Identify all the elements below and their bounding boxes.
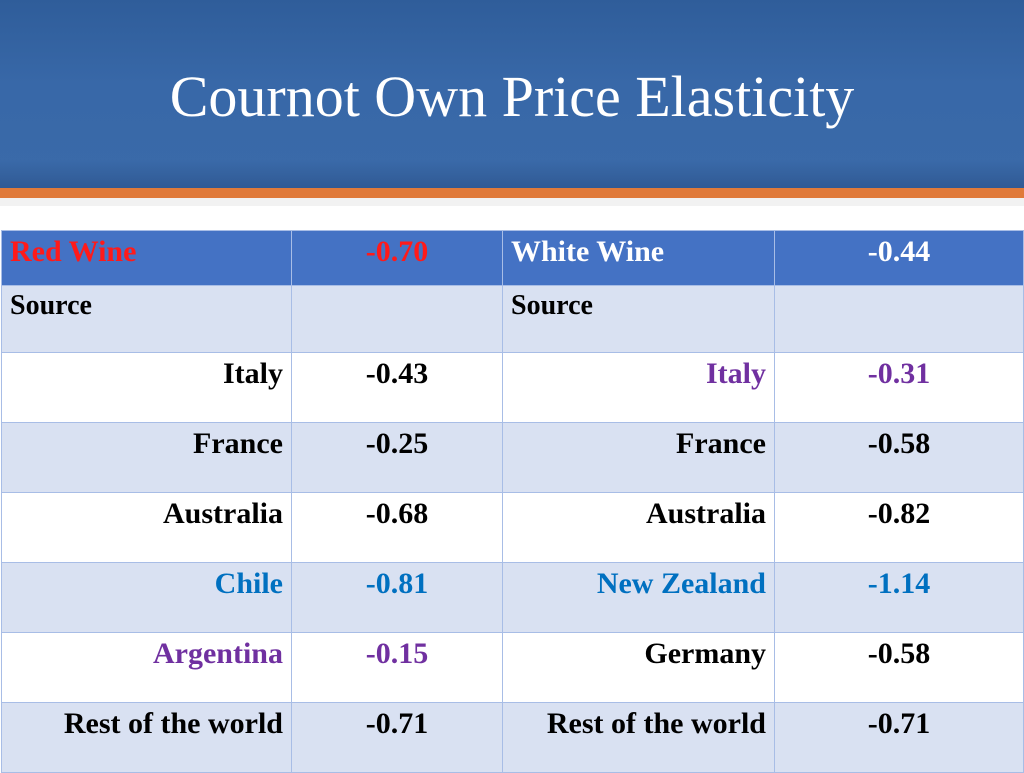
table-row: Chile -0.81 New Zealand -1.14: [1, 562, 1024, 633]
red-country: Australia: [1, 492, 292, 563]
red-wine-elasticity: -0.70: [291, 230, 503, 286]
divider-band: [0, 198, 1024, 206]
table-row: Italy -0.43 Italy -0.31: [1, 352, 1024, 423]
red-source-label: Source: [1, 285, 292, 353]
red-value: -0.25: [291, 422, 503, 493]
table-row: France -0.25 France -0.58: [1, 422, 1024, 493]
table-row: Australia -0.68 Australia -0.82: [1, 492, 1024, 563]
banner-shadow: [0, 160, 1024, 188]
red-value: -0.68: [291, 492, 503, 563]
white-value: -0.71: [774, 702, 1024, 773]
red-value: -0.43: [291, 352, 503, 423]
white-country: New Zealand: [502, 562, 775, 633]
orange-divider: [0, 188, 1024, 198]
slide-title: Cournot Own Price Elasticity: [169, 64, 855, 129]
red-wine-heading: Red Wine: [1, 230, 292, 286]
empty-cell: [291, 285, 503, 353]
red-country: Chile: [1, 562, 292, 633]
source-header-row: Source Source: [1, 285, 1024, 353]
white-wine-heading: White Wine: [502, 230, 775, 286]
white-value: -1.14: [774, 562, 1024, 633]
white-country: Germany: [502, 632, 775, 703]
red-country: Rest of the world: [1, 702, 292, 773]
white-country: Italy: [502, 352, 775, 423]
table-row: Rest of the world -0.71 Rest of the worl…: [1, 702, 1024, 773]
title-banner: [0, 0, 1024, 188]
table-header-row: Red Wine -0.70 White Wine -0.44: [1, 230, 1024, 286]
red-country: Argentina: [1, 632, 292, 703]
red-value: -0.71: [291, 702, 503, 773]
red-value: -0.15: [291, 632, 503, 703]
red-country: Italy: [1, 352, 292, 423]
elasticity-table: Red Wine -0.70 White Wine -0.44 Source S…: [1, 230, 1024, 773]
white-value: -0.31: [774, 352, 1024, 423]
white-value: -0.82: [774, 492, 1024, 563]
white-source-label: Source: [502, 285, 775, 353]
white-wine-elasticity: -0.44: [774, 230, 1024, 286]
white-country: Australia: [502, 492, 775, 563]
white-country: France: [502, 422, 775, 493]
table-row: Argentina -0.15 Germany -0.58: [1, 632, 1024, 703]
white-country: Rest of the world: [502, 702, 775, 773]
red-country: France: [1, 422, 292, 493]
white-value: -0.58: [774, 422, 1024, 493]
red-value: -0.81: [291, 562, 503, 633]
white-value: -0.58: [774, 632, 1024, 703]
empty-cell: [774, 285, 1024, 353]
